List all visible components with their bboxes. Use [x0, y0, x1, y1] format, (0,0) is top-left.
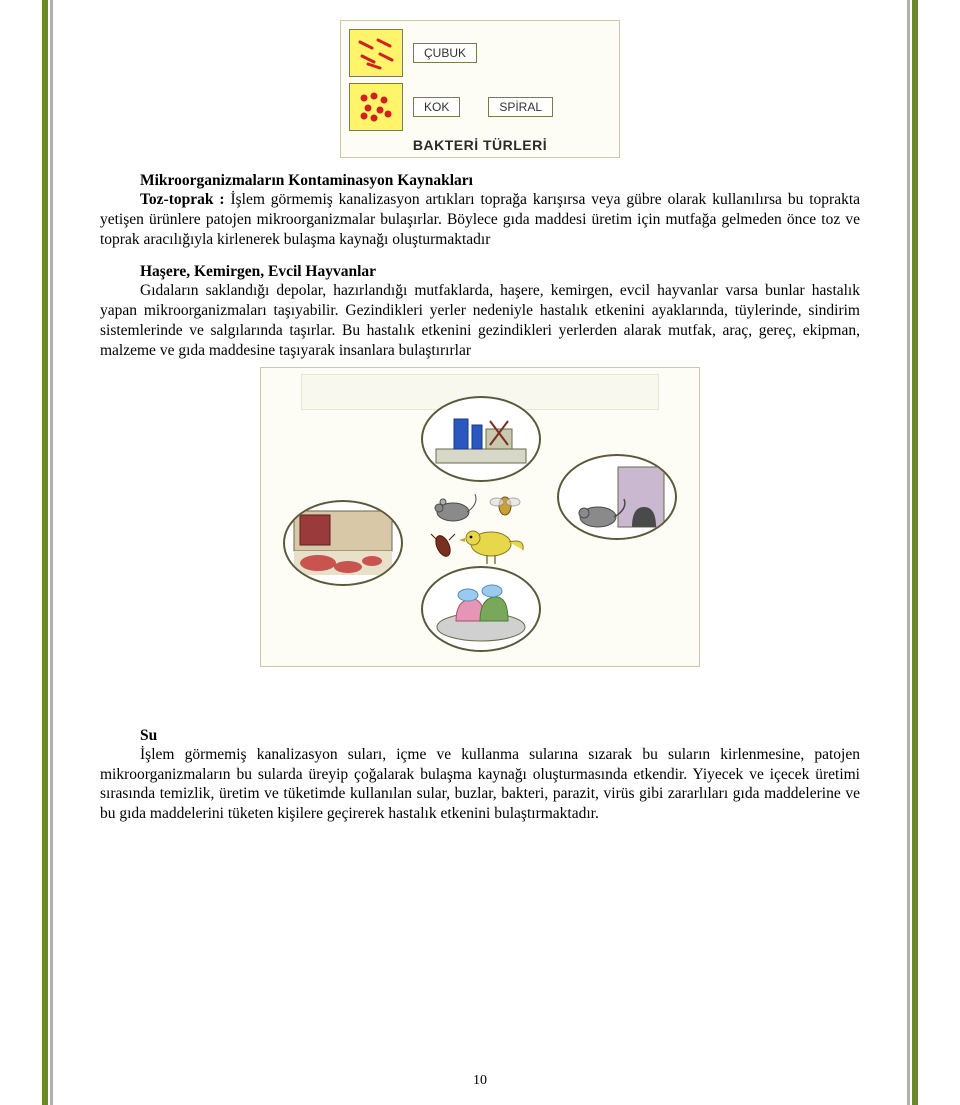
- section-pests: Haşere, Kemirgen, Evcil Hayvanlar Gıdala…: [100, 263, 860, 360]
- bacteria-label: SPİRAL: [488, 97, 553, 117]
- section-water: Su İşlem görmemiş kanalizasyon suları, i…: [100, 727, 860, 824]
- heading-contamination: Mikroorganizmaların Kontaminasyon Kaynak…: [100, 172, 860, 190]
- oval-mouse-hole: [557, 454, 677, 540]
- heading-water: Su: [100, 727, 860, 745]
- bacteria-label: KOK: [413, 97, 460, 117]
- paragraph-dust-soil: Toz-toprak : İşlem görmemiş kanalizasyon…: [100, 190, 860, 249]
- oval-kitchen-counter: [421, 396, 541, 482]
- animals-cluster-icon: [429, 492, 535, 568]
- food-tray-icon: [426, 571, 536, 647]
- kitchen-counter-icon: [426, 401, 536, 477]
- document-page: ÇUBUK KOK SPİRAL BAKTERİ TÜRLERİ Mikroor…: [0, 0, 960, 1105]
- left-margin-stripe-outer: [42, 0, 48, 1105]
- figure-bacteria-types: ÇUBUK KOK SPİRAL BAKTERİ TÜRLERİ: [340, 20, 620, 158]
- page-number: 10: [0, 1073, 960, 1089]
- cocci-bacteria-icon: [354, 88, 398, 126]
- paragraph-pests: Gıdaların saklandığı depolar, hazırlandı…: [100, 281, 860, 360]
- mouse-hole-icon: [562, 459, 672, 535]
- figure-pests-diagram: [260, 367, 700, 667]
- label-dust-soil: Toz-toprak :: [140, 191, 225, 208]
- bacteria-row-kok: KOK SPİRAL: [349, 83, 611, 131]
- right-margin-stripe-inner: [907, 0, 910, 1105]
- heading-pests: Haşere, Kemirgen, Evcil Hayvanlar: [100, 263, 860, 281]
- paragraph-water: İşlem görmemiş kanalizasyon suları, içme…: [100, 745, 860, 824]
- rod-bacteria-icon: [354, 34, 398, 72]
- center-animals: [429, 492, 535, 568]
- section-contamination-sources: Mikroorganizmaların Kontaminasyon Kaynak…: [100, 172, 860, 249]
- figure-bacteria-title: BAKTERİ TÜRLERİ: [349, 137, 611, 153]
- oval-food-tray: [421, 566, 541, 652]
- left-margin-stripe-inner: [50, 0, 53, 1105]
- bacteria-label: ÇUBUK: [413, 43, 477, 63]
- bacteria-tile-cubuk: [349, 29, 403, 77]
- oval-dirty-floor: [283, 500, 403, 586]
- bacteria-row-cubuk: ÇUBUK: [349, 29, 611, 77]
- bacteria-tile-kok: [349, 83, 403, 131]
- right-margin-stripe-outer: [912, 0, 918, 1105]
- dirty-floor-icon: [288, 505, 398, 581]
